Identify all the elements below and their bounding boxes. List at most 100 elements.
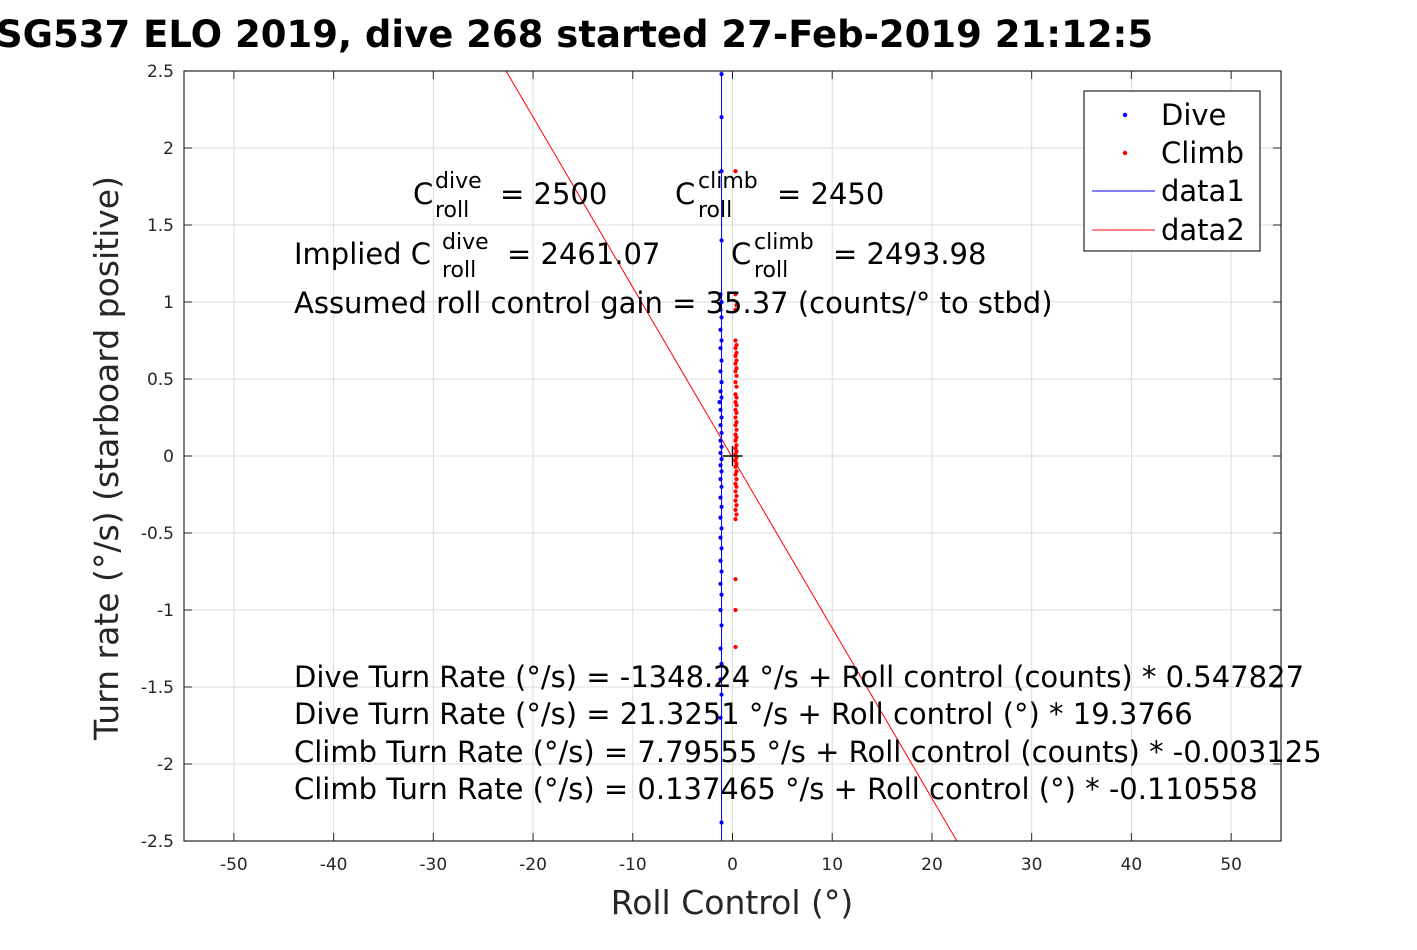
- data-point-dive: [719, 592, 724, 597]
- data-point-dive: [718, 581, 723, 586]
- y-tick-label: 1: [163, 293, 174, 313]
- data-point-dive: [718, 558, 723, 563]
- data-point-climb: [733, 607, 738, 613]
- data-point-climb: [733, 464, 738, 469]
- data-point-dive: [719, 238, 724, 243]
- data-point-climb: [734, 484, 739, 489]
- data-point-dive: [718, 423, 723, 428]
- annotation-c-dive-sup: dive: [435, 169, 482, 194]
- annotation-implied-climb-value: = 2493.98: [833, 237, 986, 271]
- y-tick-label: 2.5: [147, 62, 174, 82]
- data-point-climb: [734, 427, 739, 432]
- y-tick-label: -2: [157, 755, 174, 775]
- data-point-dive: [719, 692, 724, 697]
- annotation-c-climb-sup: climb: [698, 169, 758, 194]
- x-tick-label: -40: [320, 855, 348, 875]
- annotation-c-climb: C climb roll = 2450: [675, 169, 884, 223]
- data-point-dive: [718, 369, 723, 374]
- data-point-dive: [719, 661, 724, 667]
- annotation-implied-climb-sup: climb: [754, 230, 814, 255]
- legend-data2-label: data2: [1161, 213, 1245, 247]
- data-point-dive: [719, 484, 724, 489]
- data-point-dive: [718, 515, 723, 520]
- data-point-dive: [719, 430, 724, 435]
- x-tick-label: 0: [727, 855, 738, 875]
- data-point-climb: [734, 384, 739, 389]
- data-point-dive: [718, 495, 723, 500]
- legend: Dive Climb data1 data2: [1083, 90, 1261, 252]
- data-point-dive: [718, 450, 723, 456]
- annotation-c-climb-base: C: [675, 177, 695, 211]
- data-point-dive: [719, 546, 724, 551]
- x-tick-label: 30: [1021, 855, 1043, 875]
- data-point-climb: [734, 302, 739, 308]
- data-point-climb: [733, 415, 738, 420]
- data-point-dive: [719, 338, 724, 343]
- data-point-dive: [718, 346, 723, 351]
- data-point-dive: [718, 438, 723, 443]
- data-point-dive: [718, 715, 723, 720]
- data-point-dive: [719, 315, 724, 320]
- annotation-implied-climb-base: C: [731, 237, 751, 271]
- legend-climb-label: Climb: [1161, 136, 1244, 170]
- y-tick-label: -0.5: [141, 524, 174, 544]
- data-point-climb: [734, 395, 739, 400]
- data-point-dive: [719, 71, 724, 77]
- series-layer: [505, 71, 958, 841]
- data-point-climb: [734, 512, 739, 517]
- x-tick-label: 50: [1220, 855, 1242, 875]
- data-point-climb: [733, 423, 738, 428]
- data-point-dive: [718, 327, 723, 332]
- x-tick-label: -10: [619, 855, 647, 875]
- data-point-dive: [718, 646, 723, 651]
- x-tick-label: 40: [1121, 855, 1143, 875]
- data-point-climb: [733, 438, 738, 443]
- y-tick-label: 0: [163, 447, 174, 467]
- data-point-climb: [733, 517, 738, 522]
- legend-data1-label: data1: [1161, 174, 1245, 208]
- legend-box: [1083, 90, 1261, 252]
- x-tick-label: 20: [921, 855, 943, 875]
- data-point-dive: [719, 569, 724, 574]
- data-point-climb: [734, 410, 739, 415]
- legend-climb-marker: [1122, 150, 1128, 156]
- x-tick-label: -50: [220, 855, 248, 875]
- data-point-climb: [733, 498, 738, 503]
- data-point-climb: [734, 493, 739, 499]
- annotation-equation-climb-counts: Climb Turn Rate (°/s) = 7.79555 °/s + Ro…: [294, 735, 1322, 769]
- data-point-dive: [718, 535, 723, 540]
- data-point-dive: [718, 389, 723, 394]
- data-point-dive: [718, 292, 723, 297]
- annotation-implied-climb-sub: roll: [754, 258, 788, 283]
- annotation-c-dive: C dive roll = 2500: [413, 169, 607, 223]
- data-point-dive: [718, 407, 723, 412]
- y-tick-label: -1: [157, 601, 174, 621]
- data-point-dive: [719, 358, 724, 363]
- data-point-dive: [719, 299, 724, 305]
- data-point-dive: [719, 415, 724, 420]
- y-tick-label: -2.5: [141, 832, 174, 852]
- data-point-dive: [719, 820, 724, 825]
- data-point-dive: [719, 526, 724, 531]
- data-point-dive: [718, 477, 723, 482]
- data-point-climb: [733, 361, 738, 366]
- chart-title: SG537 ELO 2019, dive 268 started 27-Feb-…: [0, 13, 1153, 56]
- tick-layer: -50 -40 -30 -20 -10 0 10 20 30 40 50-2.5-2-1.5-1-0…: [141, 62, 1281, 875]
- y-tick-label: -1.5: [141, 678, 174, 698]
- annotation-implied: Implied C dive roll = 2461.07 C climb ro…: [294, 230, 986, 283]
- y-tick-label: 0.5: [147, 370, 174, 390]
- data-point-climb: [734, 403, 739, 408]
- annotation-implied-dive-value: = 2461.07: [507, 237, 660, 271]
- annotation-c-dive-base: C: [413, 177, 433, 211]
- plot-area: [505, 71, 958, 841]
- data-point-climb: [733, 472, 738, 477]
- data-point-climb: [733, 369, 738, 374]
- data-point-climb: [733, 292, 738, 297]
- x-tick-label: 10: [821, 855, 843, 875]
- data-point-dive: [719, 469, 724, 474]
- y-tick-label: 1.5: [147, 216, 174, 236]
- y-tick-label: 2: [163, 139, 174, 159]
- x-tick-label: -30: [419, 855, 447, 875]
